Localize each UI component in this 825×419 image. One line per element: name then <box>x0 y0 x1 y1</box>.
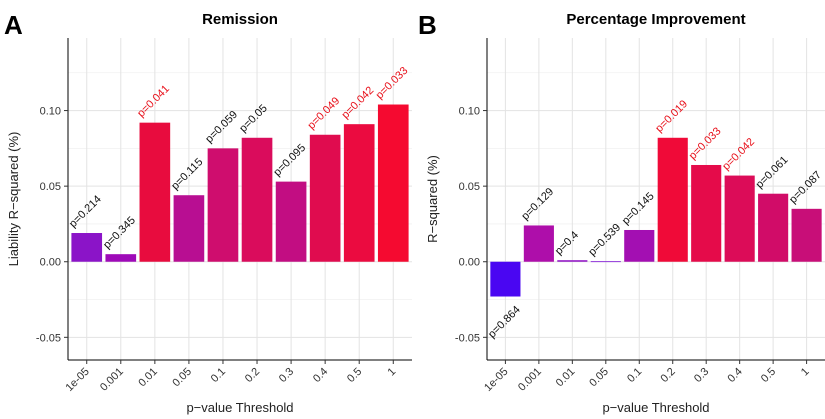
data-label: p=0.345 <box>101 214 138 251</box>
bar-0.001[interactable] <box>523 225 554 262</box>
data-label: p=0.042 <box>340 84 377 121</box>
bar-0.4[interactable] <box>724 175 755 262</box>
data-label: p=0.061 <box>754 154 791 191</box>
x-tick-label: 1e-05 <box>63 366 91 394</box>
chart-title: Remission <box>202 11 278 28</box>
data-label: p=0.041 <box>135 83 172 120</box>
bar-0.01[interactable] <box>557 260 588 262</box>
chart-panel-a: p=0.214p=0.345p=0.041p=0.115p=0.059p=0.0… <box>4 10 412 415</box>
y-tick-label: 0.00 <box>40 257 61 269</box>
bar-0.001[interactable] <box>105 254 137 262</box>
bar-0.05[interactable] <box>590 261 621 263</box>
y-tick-label: 0.00 <box>459 257 480 269</box>
x-tick-label: 0.3 <box>692 366 711 385</box>
x-tick-label: 0.2 <box>659 366 678 385</box>
y-tick-label: 0.05 <box>459 181 480 193</box>
x-tick-label: 0.5 <box>759 366 778 385</box>
data-label: p=0.145 <box>620 190 657 227</box>
y-tick-label: -0.05 <box>455 332 480 344</box>
bar-0.05[interactable] <box>173 195 205 262</box>
x-tick-label: 0.2 <box>243 366 262 385</box>
bar-1e-05[interactable] <box>490 261 521 297</box>
bars-group: p=0.214p=0.345p=0.041p=0.115p=0.059p=0.0… <box>67 65 411 262</box>
y-tick-label: -0.05 <box>36 332 61 344</box>
data-label: p=0.864 <box>486 304 523 341</box>
data-label: p=0.214 <box>67 193 104 230</box>
x-tick-label: 0.001 <box>516 366 544 394</box>
bar-0.5[interactable] <box>758 193 789 262</box>
data-label: p=0.4 <box>553 229 581 257</box>
bar-0.4[interactable] <box>309 134 341 262</box>
bar-0.3[interactable] <box>691 164 722 262</box>
x-tick-label: 0.01 <box>554 366 578 390</box>
y-tick-label: 0.10 <box>40 106 61 118</box>
y-tick-label: 0.05 <box>40 181 61 193</box>
bar-0.1[interactable] <box>624 229 655 262</box>
bar-1e-05[interactable] <box>71 233 103 262</box>
x-tick-label: 1 <box>386 366 399 379</box>
x-tick-label: 0.05 <box>170 366 194 390</box>
data-label: p=0.042 <box>720 136 757 173</box>
bar-0.01[interactable] <box>139 122 171 262</box>
x-tick-label: 0.3 <box>277 366 296 385</box>
x-tick-label: 0.1 <box>625 366 644 385</box>
x-tick-label: 0.01 <box>136 366 160 390</box>
y-axis-label: R−squared (%) <box>425 155 440 243</box>
data-label: p=0.087 <box>787 169 824 206</box>
x-tick-label: 1e-05 <box>482 366 510 394</box>
panel-letter: A <box>4 10 23 40</box>
data-label: p=0.05 <box>237 102 269 134</box>
x-tick-label: 0.5 <box>345 366 364 385</box>
bar-0.5[interactable] <box>343 124 375 262</box>
bar-0.3[interactable] <box>275 181 307 262</box>
data-label: p=0.049 <box>305 95 342 132</box>
x-tick-label: 0.05 <box>587 366 611 390</box>
data-label: p=0.539 <box>586 222 623 259</box>
x-tick-label: 0.4 <box>725 366 744 385</box>
bar-1[interactable] <box>791 208 822 262</box>
data-label: p=0.059 <box>203 109 240 146</box>
data-label: p=0.129 <box>519 186 556 223</box>
data-label: p=0.115 <box>169 156 205 192</box>
panel-letter: B <box>418 10 437 40</box>
x-axis-label: p−value Threshold <box>602 400 709 415</box>
x-tick-label: 0.4 <box>311 366 330 385</box>
data-label: p=0.033 <box>374 65 411 102</box>
bar-0.2[interactable] <box>241 137 273 262</box>
y-axis-label: Liability R−squared (%) <box>6 132 21 267</box>
bar-0.2[interactable] <box>657 137 688 262</box>
data-label: p=0.033 <box>687 125 724 162</box>
x-tick-label: 0.1 <box>209 366 228 385</box>
x-axis-label: p−value Threshold <box>186 400 293 415</box>
x-tick-label: 0.001 <box>98 366 126 394</box>
y-tick-label: 0.10 <box>459 106 480 118</box>
bar-0.1[interactable] <box>207 148 239 262</box>
chart-title: Percentage Improvement <box>566 11 745 28</box>
x-tick-label: 1 <box>799 366 812 379</box>
bar-1[interactable] <box>377 104 409 262</box>
data-label: p=0.019 <box>653 98 690 135</box>
data-label: p=0.095 <box>271 142 308 179</box>
